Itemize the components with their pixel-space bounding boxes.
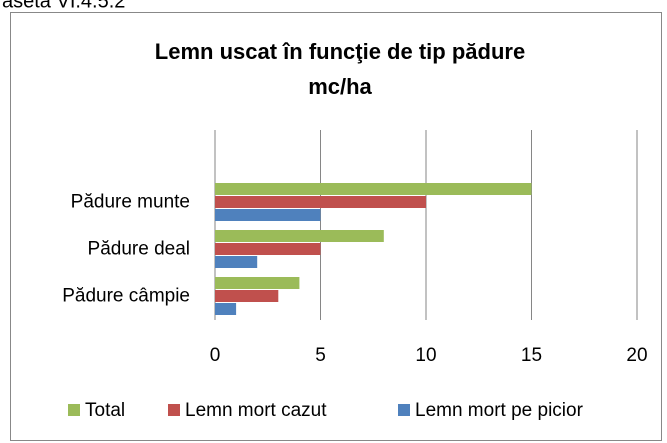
bar bbox=[215, 303, 237, 315]
bar bbox=[215, 277, 300, 289]
x-tick-label: 10 bbox=[415, 345, 436, 366]
bar bbox=[215, 243, 321, 255]
x-tick-label: 15 bbox=[521, 345, 542, 366]
bar bbox=[215, 183, 532, 195]
x-tick-label: 0 bbox=[210, 345, 221, 366]
bar bbox=[215, 209, 321, 221]
y-tick-label: Pădure câmpie bbox=[62, 286, 190, 307]
bar bbox=[215, 290, 279, 302]
y-tick-label: Pădure deal bbox=[88, 239, 190, 260]
x-tick-label: 20 bbox=[626, 345, 647, 366]
legend-label: Lemn mort pe picior bbox=[415, 400, 584, 421]
y-tick-label: Pădure munte bbox=[71, 192, 190, 213]
chart-border bbox=[10, 12, 662, 441]
bar bbox=[215, 230, 384, 242]
legend-swatch bbox=[168, 404, 180, 416]
bar bbox=[215, 196, 426, 208]
legend-swatch bbox=[398, 404, 410, 416]
legend-label: Total bbox=[85, 400, 125, 421]
x-tick-label: 5 bbox=[315, 345, 326, 366]
chart-title: Lemn uscat în funcţie de tip pădure bbox=[155, 39, 525, 64]
chart-subtitle: mc/ha bbox=[308, 74, 372, 99]
legend-swatch bbox=[68, 404, 80, 416]
legend-label: Lemn mort cazut bbox=[185, 400, 327, 421]
caption: aseta VI.4.5.2 bbox=[2, 0, 125, 12]
bar bbox=[215, 256, 258, 268]
